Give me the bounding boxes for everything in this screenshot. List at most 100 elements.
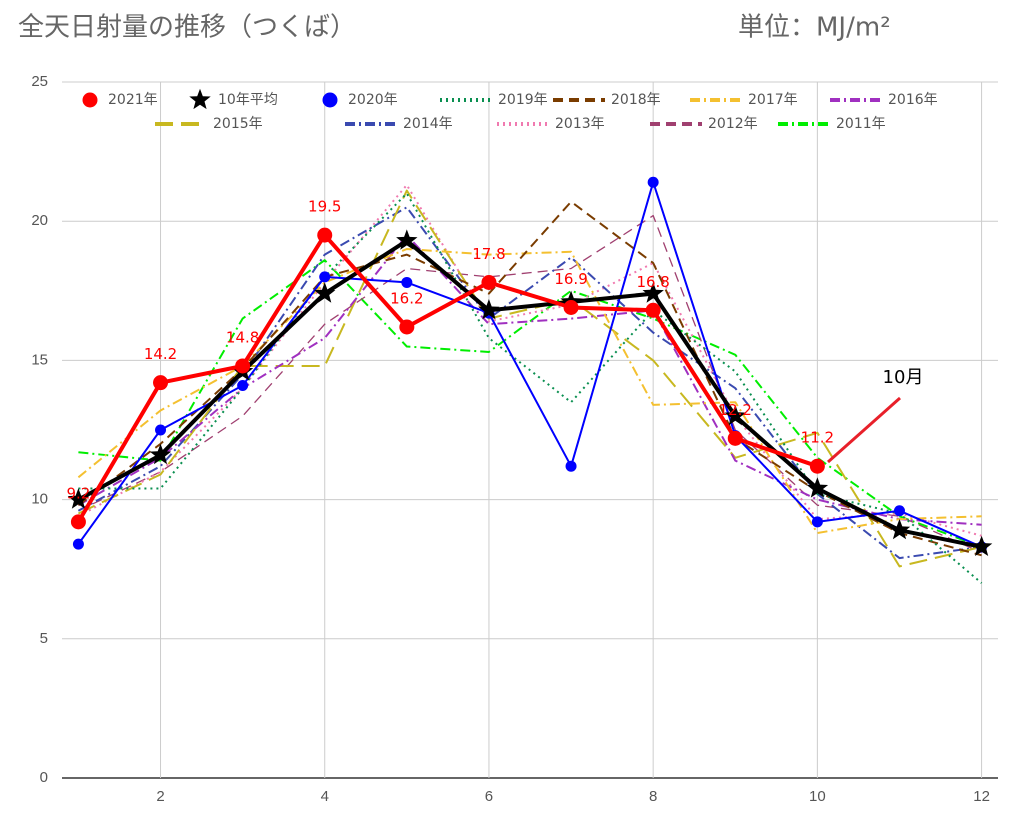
line	[78, 214, 982, 554]
series	[77, 200, 982, 557]
line	[78, 192, 983, 584]
point	[314, 282, 336, 303]
chart-title: 全天日射量の推移（つくば）	[18, 13, 356, 43]
point	[396, 229, 418, 250]
point	[888, 519, 911, 540]
x-tick-label: 4	[321, 788, 329, 805]
line	[77, 234, 982, 526]
point	[82, 92, 98, 108]
series	[77, 248, 982, 534]
point	[67, 488, 90, 509]
annotation-arrow	[827, 396, 901, 464]
line	[77, 248, 982, 534]
point	[563, 300, 579, 316]
point	[811, 516, 823, 528]
data-label: 9.2	[66, 484, 90, 502]
series	[77, 184, 982, 537]
data-label: 19.5	[308, 198, 341, 216]
legend-label: 2016年	[888, 92, 938, 108]
point	[478, 299, 500, 320]
legend-label: 2018年	[611, 92, 661, 108]
data-label: 11.2	[801, 429, 834, 447]
x-tick-label: 10	[809, 788, 826, 805]
series-layer: 9.2 14.2 14.8 19.5 16.2 17.8 16.9 16.8 12.2 11.2	[66, 176, 993, 584]
legend-item: 2020年	[322, 92, 398, 108]
point	[153, 375, 169, 391]
point	[647, 176, 659, 188]
legend-item: 2014年	[345, 116, 453, 132]
legend-item: 2021年	[82, 92, 158, 108]
series	[78, 214, 982, 554]
point	[645, 302, 661, 318]
legend-label: 2019年	[498, 92, 548, 108]
legend-item: 2018年	[553, 92, 661, 108]
y-tick-label: 0	[40, 769, 48, 786]
point	[809, 458, 825, 474]
point	[235, 358, 251, 374]
point	[806, 477, 829, 498]
y-tick-label: 20	[31, 212, 48, 229]
legend-item: 2019年	[440, 92, 548, 108]
x-tick-label: 6	[485, 788, 493, 805]
legend-item: 2012年	[650, 116, 758, 132]
series	[77, 234, 982, 526]
point	[399, 319, 415, 335]
point	[189, 88, 211, 110]
data-label: 14.2	[144, 345, 177, 363]
series: 9.2 14.2 14.8 19.5 16.2 17.8 16.9 16.8 12.2 11.2	[66, 198, 834, 530]
series	[67, 229, 993, 556]
series	[78, 192, 983, 584]
line	[77, 181, 983, 548]
point	[317, 227, 333, 243]
point	[481, 274, 497, 290]
y-tick-label: 15	[31, 351, 48, 368]
legend-item: 2015年	[155, 116, 263, 132]
legend-label: 2013年	[555, 116, 605, 132]
point	[155, 424, 167, 436]
point	[237, 379, 249, 391]
point	[970, 535, 993, 556]
point	[642, 282, 664, 303]
point	[149, 443, 172, 465]
data-label: 17.8	[472, 245, 505, 263]
point	[893, 505, 905, 517]
x-tick-label: 2	[156, 788, 164, 805]
line	[76, 233, 819, 523]
legend-label: 2017年	[748, 92, 798, 108]
y-tick-label: 10	[31, 491, 48, 508]
x-tick-label: 8	[649, 788, 657, 805]
legend-label: 2021年	[108, 92, 158, 108]
y-tick-label: 5	[40, 630, 48, 647]
legend-item: 2013年	[497, 116, 605, 132]
annotation: 10月	[883, 367, 924, 388]
legend-label: 2011年	[836, 116, 886, 132]
point	[70, 514, 86, 530]
data-label: 16.8	[636, 273, 669, 291]
series	[77, 189, 982, 568]
series	[72, 176, 988, 553]
data-label: 14.8	[226, 328, 259, 346]
legend-item: 10年平均	[189, 88, 278, 110]
point	[72, 538, 84, 550]
point	[319, 271, 331, 283]
legend-label: 10年平均	[218, 92, 278, 108]
legend-item: 2016年	[830, 92, 938, 108]
unit-label: 単位：MJ/m²	[738, 13, 891, 43]
point	[565, 460, 577, 472]
point	[322, 92, 338, 108]
line	[77, 206, 982, 560]
legend-label: 2015年	[213, 116, 263, 132]
series	[77, 206, 982, 560]
y-tick-label: 25	[31, 73, 48, 90]
legend-item: 2011年	[778, 116, 886, 132]
line	[77, 238, 982, 549]
legend: 2021年 10年平均 2020年 2019年 2018年 2017年 2016年 2015年…	[82, 88, 938, 132]
data-label: 16.9	[554, 270, 587, 288]
legend-label: 2012年	[708, 116, 758, 132]
point	[727, 430, 743, 446]
legend-item: 2017年	[690, 92, 798, 108]
point	[401, 276, 413, 288]
point	[724, 404, 746, 426]
line	[77, 200, 982, 557]
